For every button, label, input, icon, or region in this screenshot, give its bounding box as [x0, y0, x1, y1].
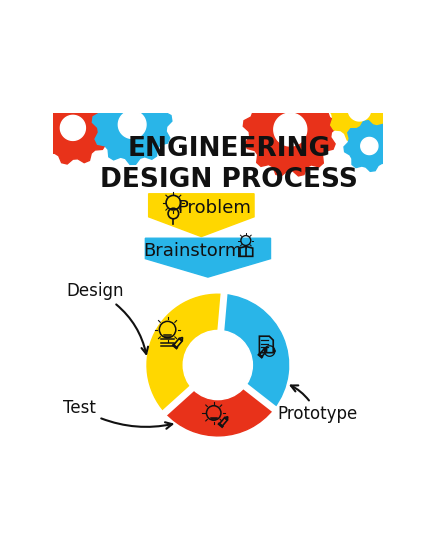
Polygon shape [145, 238, 270, 277]
Text: Brainstorm: Brainstorm [143, 243, 243, 260]
Text: ENGINEERING
DESIGN PROCESS: ENGINEERING DESIGN PROCESS [100, 136, 358, 192]
Polygon shape [243, 82, 337, 176]
Polygon shape [348, 98, 371, 121]
Polygon shape [149, 194, 254, 236]
Polygon shape [267, 349, 272, 353]
Polygon shape [361, 138, 378, 155]
Polygon shape [274, 113, 307, 146]
Polygon shape [344, 120, 395, 172]
Text: Problem: Problem [178, 199, 252, 217]
Polygon shape [36, 92, 110, 164]
Text: Design: Design [66, 282, 148, 354]
Polygon shape [60, 116, 85, 140]
Polygon shape [92, 85, 172, 164]
Wedge shape [147, 294, 224, 412]
Circle shape [183, 331, 252, 400]
Wedge shape [165, 386, 274, 436]
Text: Prototype: Prototype [277, 386, 357, 424]
Wedge shape [221, 294, 289, 409]
Polygon shape [118, 111, 146, 139]
Polygon shape [327, 77, 392, 142]
Text: Test: Test [63, 399, 172, 429]
